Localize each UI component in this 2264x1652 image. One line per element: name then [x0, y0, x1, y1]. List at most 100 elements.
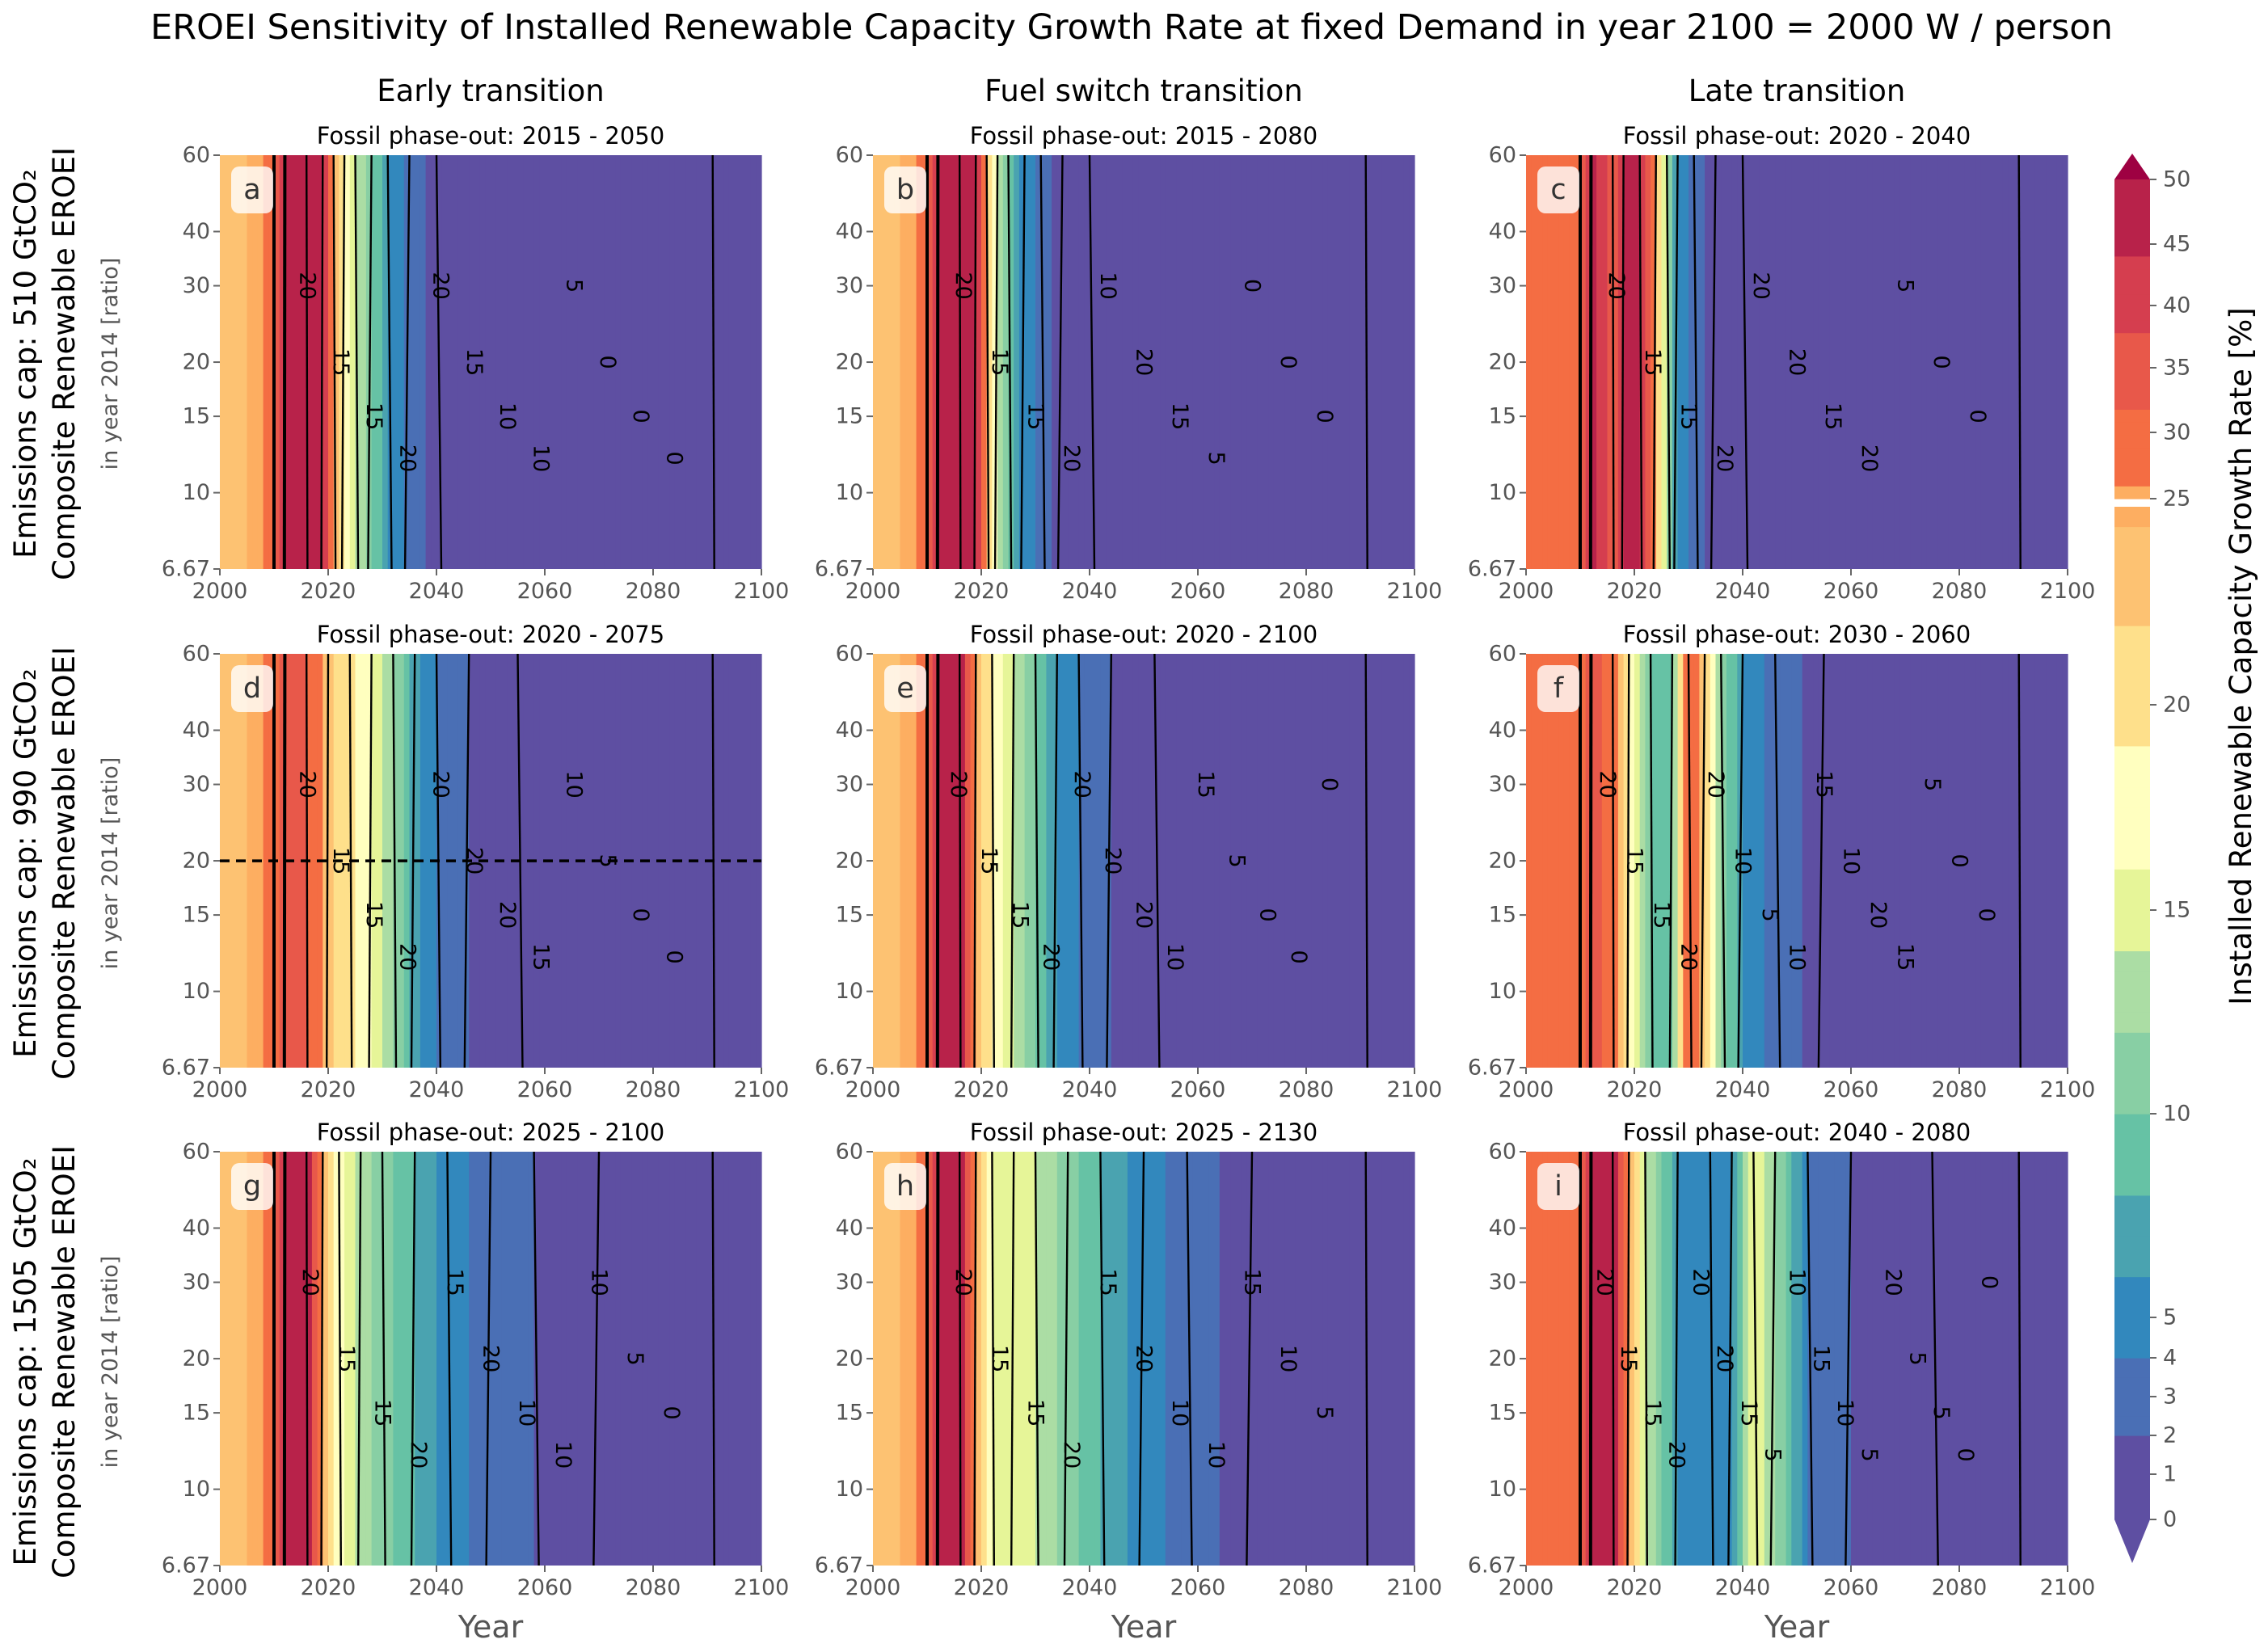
heatmap-cell	[1655, 1152, 1663, 1566]
y-tick-label: 6.67	[1468, 557, 1516, 582]
contour-line	[993, 154, 999, 570]
heatmap-cell	[690, 155, 698, 569]
heatmap-cell	[1327, 155, 1334, 569]
heatmap-cell	[712, 654, 719, 1068]
colorbar-segment	[2114, 383, 2150, 398]
heatmap-cell	[1970, 155, 1976, 569]
y-tick-label: 20	[183, 1346, 210, 1372]
contour-line	[1063, 1151, 1069, 1566]
y-tick-label: 6.67	[1468, 1553, 1516, 1578]
heatmap-cell	[1942, 1152, 1950, 1566]
panel-letter: b	[896, 174, 914, 206]
heatmap-cell	[1360, 1152, 1367, 1566]
heatmap-cell	[900, 1152, 906, 1566]
heatmap-cell	[1387, 155, 1393, 569]
y-tick-label: 30	[1489, 1270, 1516, 1295]
heatmap-cell	[1246, 155, 1253, 569]
heatmap-cell	[1634, 654, 1641, 1068]
heatmap-cell	[1905, 654, 1912, 1068]
heatmap-cell	[1992, 155, 1998, 569]
heatmap-cell	[1094, 654, 1101, 1068]
heatmap-cell	[1306, 654, 1313, 1068]
contour-line	[403, 154, 411, 570]
heatmap-cell	[976, 155, 982, 569]
contour-label: 0	[1317, 778, 1342, 791]
contour-line	[1106, 653, 1112, 1068]
y-tick-label: 6.67	[162, 1553, 210, 1578]
contour-label: 20	[1664, 1441, 1689, 1469]
heatmap-cell	[1948, 1152, 1954, 1566]
heatmap-cell	[1731, 1152, 1738, 1566]
heatmap-cell	[1780, 1152, 1787, 1566]
heatmap-cell	[1878, 654, 1884, 1068]
heatmap-cell	[1705, 155, 1711, 569]
y-tick-label: 15	[836, 903, 863, 928]
heatmap-cell	[954, 654, 960, 1068]
heatmap-cell	[664, 155, 670, 569]
heatmap-cell	[1840, 654, 1846, 1068]
x-tick-label: 2040	[1715, 1077, 1771, 1102]
contour-label: 0	[1953, 1448, 1978, 1462]
heatmap-cell	[425, 1152, 432, 1566]
contour-label: 10	[550, 1441, 575, 1469]
heatmap-cell	[1743, 654, 1749, 1068]
heatmap-cell	[1327, 654, 1334, 1068]
heatmap-cell	[921, 1152, 928, 1566]
heatmap-cell	[1715, 654, 1722, 1068]
heatmap-cell	[1116, 155, 1123, 569]
heatmap-cell	[981, 1152, 988, 1566]
heatmap-cell	[295, 1152, 302, 1566]
row-ratio-1505: in year 2014 [ratio]	[98, 1256, 123, 1469]
heatmap-cell	[873, 1152, 879, 1566]
contour-line	[1039, 154, 1046, 570]
heatmap-cell	[1639, 654, 1646, 1068]
heatmap-cell	[1651, 654, 1657, 1068]
heatmap-cell	[1980, 155, 1988, 569]
heatmap-cell	[1899, 155, 1906, 569]
heatmap-cell	[873, 654, 879, 1068]
heatmap-cell	[1192, 155, 1199, 569]
y-tick-label: 20	[836, 1346, 863, 1372]
contour-line	[410, 1151, 416, 1566]
heatmap-cell	[463, 1152, 470, 1566]
heatmap-cell	[1230, 1152, 1237, 1566]
contour-label: 10	[1204, 1441, 1229, 1469]
contour-line	[1246, 1151, 1254, 1566]
heatmap-cell	[997, 1152, 1004, 1566]
heatmap-cell	[1813, 155, 1819, 569]
contour-line	[332, 154, 337, 570]
heatmap-cell	[1187, 654, 1193, 1068]
heatmap-cell	[1008, 1152, 1014, 1566]
heatmap-cell	[236, 1152, 242, 1566]
heatmap-cell	[986, 155, 993, 569]
heatmap-cell	[599, 155, 605, 569]
heatmap-cell	[279, 654, 285, 1068]
heatmap-cell	[685, 1152, 692, 1566]
contour-line	[973, 154, 977, 570]
heatmap-cell	[1785, 654, 1792, 1068]
heatmap-cell	[453, 155, 459, 569]
heatmap-cell	[1387, 654, 1393, 1068]
heatmap-cell	[1365, 654, 1372, 1068]
heatmap-cell	[1111, 155, 1118, 569]
colorbar-segment	[2114, 179, 2150, 193]
heatmap-cell	[247, 1152, 253, 1566]
heatmap-cell	[1311, 1152, 1318, 1566]
panel-letter-badge	[231, 166, 273, 213]
heatmap-cell	[355, 155, 361, 569]
heatmap-cell	[1986, 654, 1992, 1068]
heatmap-cell	[1295, 155, 1301, 569]
contour-label: 15	[1640, 1399, 1665, 1427]
heatmap-cell	[1339, 1152, 1345, 1566]
x-tick-label: 2040	[409, 1575, 465, 1600]
x-tick-label: 2040	[1062, 579, 1118, 604]
heatmap-cell	[457, 654, 465, 1068]
heatmap-cell	[1192, 654, 1199, 1068]
heatmap-cell	[1601, 155, 1608, 569]
heatmap-cell	[1246, 654, 1253, 1068]
contour-label: 15	[334, 1345, 359, 1372]
x-tick-label: 2020	[301, 579, 356, 604]
heatmap-cell	[550, 155, 556, 569]
heatmap-cell	[1106, 1152, 1112, 1566]
x-axis-label-col2: Year	[1111, 1609, 1177, 1645]
